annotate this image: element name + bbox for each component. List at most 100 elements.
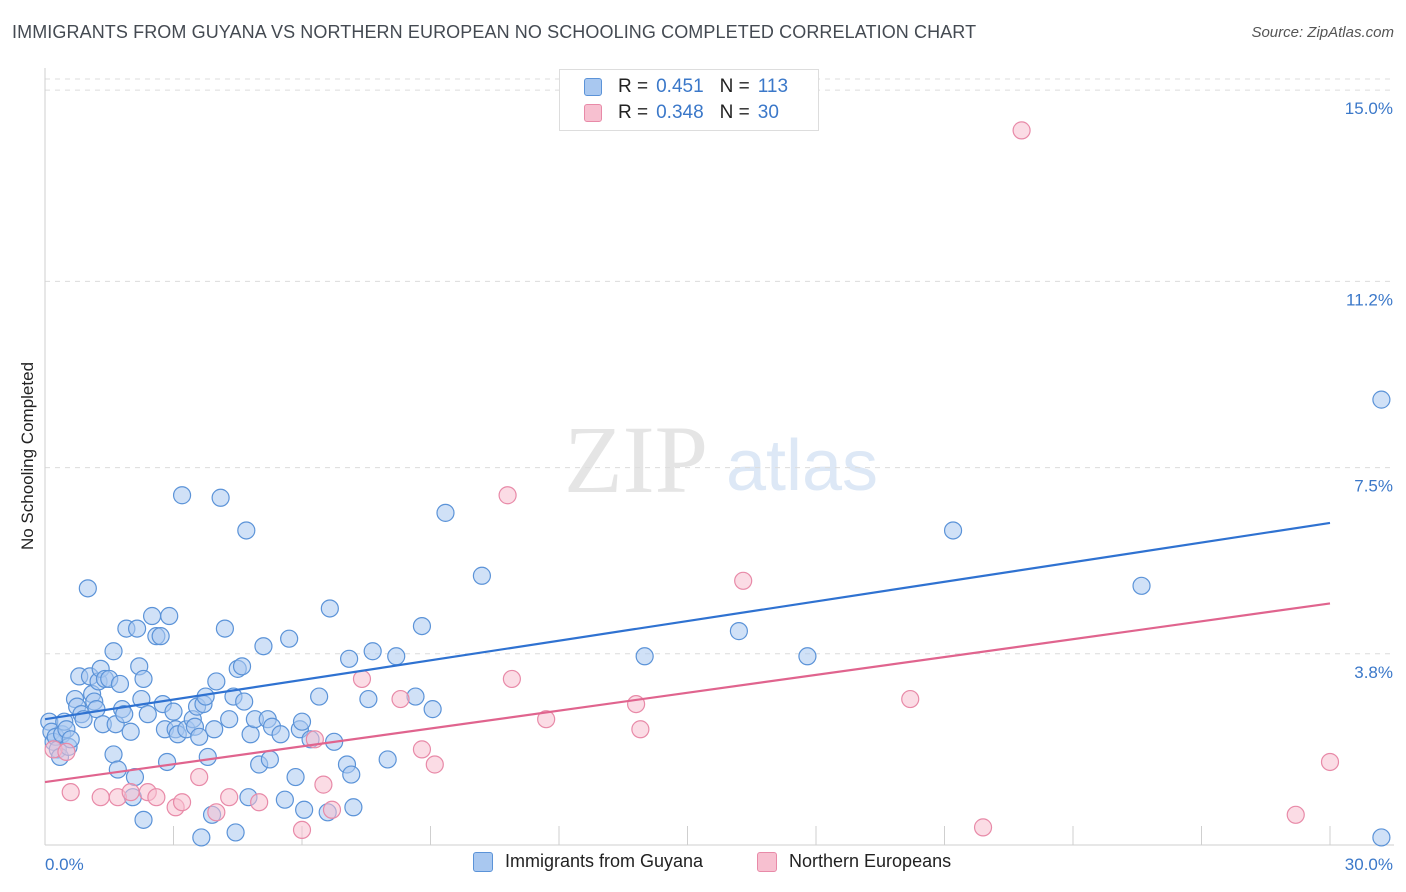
y-tick-label: 3.8% <box>1354 663 1393 682</box>
x-tick-label: 0.0% <box>45 855 84 874</box>
data-point-guyana <box>226 823 245 842</box>
data-point-guyana <box>121 722 140 741</box>
data-point-northern-european <box>498 486 517 505</box>
legend-n-value: 113 <box>757 76 789 97</box>
data-point-northern-european <box>973 818 993 837</box>
watermark-atlas: atlas <box>726 426 878 506</box>
data-point-guyana <box>406 687 425 706</box>
data-point-northern-european <box>57 742 76 761</box>
data-point-guyana <box>192 828 211 847</box>
data-point-guyana <box>378 750 397 769</box>
legend-n-label: N = <box>719 102 750 123</box>
data-point-northern-european <box>1320 752 1340 772</box>
data-point-guyana <box>205 720 224 739</box>
gridlines <box>45 78 1394 655</box>
data-point-northern-european <box>322 800 342 819</box>
data-point-guyana <box>157 752 177 772</box>
data-point-guyana <box>190 727 209 746</box>
data-point-northern-european <box>147 788 166 807</box>
data-point-guyana <box>340 649 359 668</box>
data-point-northern-european <box>207 803 226 822</box>
data-point-guyana <box>798 647 817 666</box>
data-point-guyana <box>164 702 183 721</box>
data-point-guyana <box>207 672 226 691</box>
data-point-guyana <box>271 725 290 744</box>
data-point-guyana <box>215 619 234 638</box>
data-point-northern-european <box>91 788 110 807</box>
data-point-guyana <box>134 669 153 689</box>
data-point-guyana <box>104 745 123 764</box>
legend-r-value: 0.451 <box>656 76 704 97</box>
data-point-guyana <box>104 642 123 661</box>
data-point-guyana <box>1372 828 1391 847</box>
data-point-northern-european <box>412 740 432 759</box>
data-point-guyana <box>110 674 130 694</box>
data-point-guyana <box>134 810 153 829</box>
legend-n-value: 30 <box>757 102 779 123</box>
data-point-guyana <box>108 760 127 779</box>
x-tick-label: 30.0% <box>1345 855 1393 874</box>
legend-n-label: N = <box>719 76 750 97</box>
series-northern-european-points <box>44 121 1340 840</box>
legend-swatch-blue <box>584 78 602 96</box>
data-point-guyana <box>412 616 432 636</box>
data-point-northern-european <box>537 710 556 729</box>
tick-labels: 3.8% 7.5% 11.2% 15.0% 0.0% 30.0% <box>45 99 1393 874</box>
data-point-guyana <box>344 798 363 817</box>
data-point-guyana <box>115 705 134 724</box>
legend-item-guyana[interactable]: Immigrants from Guyana <box>473 851 703 872</box>
data-point-guyana <box>635 647 654 666</box>
legend-swatch-pink <box>584 104 602 122</box>
data-point-guyana <box>138 705 157 724</box>
data-point-guyana <box>172 486 192 505</box>
data-point-guyana <box>295 800 314 819</box>
data-point-guyana <box>359 689 378 709</box>
data-point-guyana <box>423 700 442 719</box>
data-point-northern-european <box>1012 121 1031 140</box>
legend-swatch-pink <box>757 851 777 872</box>
data-point-guyana <box>142 606 162 626</box>
chart-title: IMMIGRANTS FROM GUYANA VS NORTHERN EUROP… <box>12 22 977 42</box>
legend-item-northern-european[interactable]: Northern Europeans <box>757 851 951 872</box>
data-point-northern-european <box>190 767 209 787</box>
trend-lines <box>44 521 1331 784</box>
data-point-northern-european <box>425 755 444 774</box>
data-point-guyana <box>436 503 455 522</box>
data-point-northern-european <box>734 571 753 590</box>
source-credit: Source: ZipAtlas.com <box>1251 24 1394 41</box>
data-point-guyana <box>342 765 361 784</box>
data-point-guyana <box>198 747 217 767</box>
y-tick-label: 7.5% <box>1354 477 1393 496</box>
data-point-northern-european <box>391 689 410 709</box>
data-point-guyana <box>211 488 230 507</box>
watermark-zip: ZIP <box>564 406 708 513</box>
legend-row-northern-european: R = 0.348 N = 30 <box>584 101 779 125</box>
data-point-guyana <box>232 657 252 676</box>
data-point-northern-european <box>314 775 333 794</box>
series-guyana-points <box>40 390 1391 847</box>
data-point-guyana <box>127 619 147 638</box>
y-tick-label: 11.2% <box>1346 290 1393 309</box>
data-point-guyana <box>260 750 279 769</box>
watermark: ZIP atlas <box>564 406 878 513</box>
data-point-guyana <box>78 579 97 598</box>
data-point-guyana <box>292 712 312 731</box>
data-point-guyana <box>363 642 382 661</box>
legend-r-value: 0.348 <box>656 102 704 123</box>
data-point-guyana <box>151 627 170 646</box>
data-point-guyana <box>729 622 749 641</box>
data-point-northern-european <box>220 788 239 807</box>
data-point-northern-european <box>292 820 312 840</box>
data-point-guyana <box>220 710 239 729</box>
data-point-guyana <box>1372 390 1391 409</box>
legend-swatch-blue <box>473 851 493 872</box>
data-point-guyana <box>275 790 294 809</box>
data-point-guyana <box>320 599 339 618</box>
y-tick-label: 15.0% <box>1345 99 1393 118</box>
data-point-northern-european <box>172 793 192 812</box>
data-point-northern-european <box>901 689 920 709</box>
data-point-northern-european <box>250 793 269 812</box>
series-legend: Immigrants from Guyana Northern European… <box>0 851 1406 877</box>
legend-label-guyana: Immigrants from Guyana <box>505 851 704 871</box>
